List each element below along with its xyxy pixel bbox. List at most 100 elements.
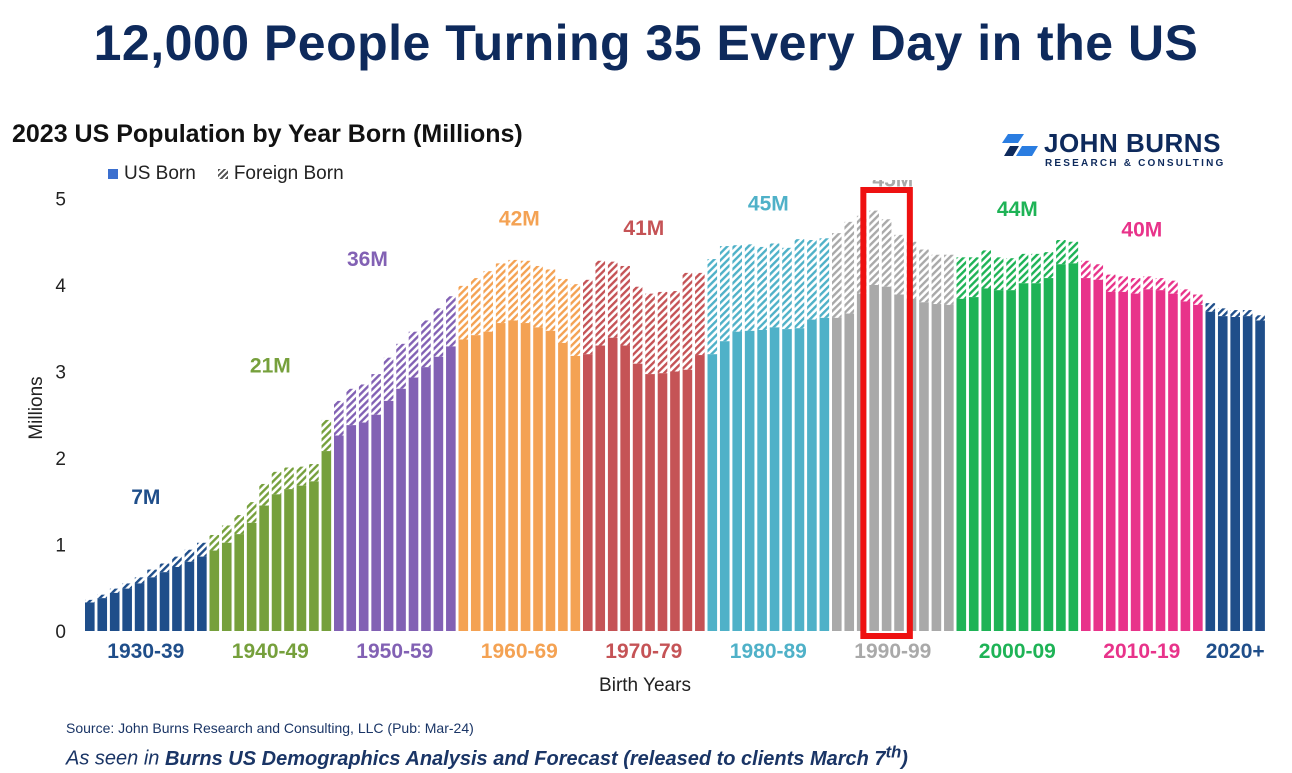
bar-foreign-born	[794, 239, 805, 329]
bar-foreign-born	[309, 464, 319, 482]
bar-foreign-born	[159, 563, 170, 573]
bar-us-born	[1193, 304, 1203, 631]
bar-foreign-born	[919, 249, 929, 303]
bar-foreign-born	[1031, 253, 1041, 284]
bar-us-born	[981, 288, 991, 631]
bar-us-born	[583, 354, 593, 631]
bar-us-born	[1006, 290, 1016, 631]
decade-label: 2000-09	[979, 640, 1056, 663]
bar-us-born	[1018, 283, 1029, 631]
bar-foreign-born	[1043, 252, 1054, 279]
bar-us-born	[1255, 320, 1265, 631]
bar-us-born	[246, 522, 257, 631]
bar-foreign-born	[1255, 315, 1265, 321]
bar-foreign-born	[134, 577, 145, 584]
bar-us-born	[209, 550, 220, 631]
bar-us-born	[670, 371, 680, 631]
bar-foreign-born	[421, 320, 431, 368]
bar-foreign-born	[1118, 276, 1128, 292]
bar-us-born	[383, 400, 394, 631]
bar-us-born	[134, 583, 145, 631]
bar-us-born	[607, 337, 618, 631]
bar-foreign-born	[757, 246, 767, 330]
y-tick-label: 5	[55, 190, 66, 211]
decade-label: 2020+	[1206, 640, 1265, 663]
bar-us-born	[520, 323, 531, 631]
bar-foreign-born	[1093, 264, 1104, 280]
decade-total-label: 41M	[623, 217, 664, 240]
population-chart: 0 1 2 3 4 5 Millions 1930-39 7M 1940-49 21M 1950-59…	[26, 180, 1265, 696]
decade-label: 1940-49	[232, 640, 309, 663]
solid-swatch-icon	[108, 169, 118, 179]
bar-foreign-born	[844, 221, 855, 314]
bar-foreign-born	[184, 549, 195, 562]
bar-us-born	[1031, 283, 1041, 631]
decade-total-label: 36M	[347, 248, 388, 271]
bar-foreign-born	[85, 599, 95, 603]
bar-us-born	[147, 577, 157, 631]
bar-foreign-born	[321, 419, 332, 452]
bar-foreign-born	[583, 279, 593, 355]
bar-foreign-born	[334, 400, 344, 436]
bar-foreign-born	[97, 594, 108, 599]
bar-us-born	[1180, 301, 1191, 631]
bar-foreign-born	[707, 259, 718, 355]
bar-foreign-born	[109, 588, 120, 593]
bar-foreign-born	[533, 265, 543, 328]
bar-us-born	[794, 328, 805, 631]
bar-us-born	[109, 592, 120, 631]
bar-foreign-born	[234, 515, 244, 535]
bar-us-born	[881, 286, 892, 631]
bar-us-born	[184, 561, 195, 631]
bar-foreign-born	[371, 374, 381, 415]
footnote-bold-text: Burns US Demographics Analysis and Forec…	[164, 747, 886, 770]
bar-foreign-born	[1081, 260, 1091, 279]
bar-us-born	[309, 481, 319, 631]
bar-foreign-born	[446, 296, 456, 347]
bar-us-born	[968, 297, 979, 631]
bar-us-born	[197, 556, 207, 631]
bar-foreign-born	[869, 210, 879, 285]
y-tick-label: 1	[55, 536, 66, 557]
bar-us-born	[993, 290, 1004, 631]
bar-foreign-born	[1242, 310, 1253, 317]
bar-us-born	[695, 355, 705, 631]
x-axis-label: Birth Years	[599, 675, 691, 696]
bar-foreign-born	[782, 247, 792, 330]
company-logo: JOHN BURNS RESEARCH & CONSULTING	[1002, 128, 1232, 174]
bar-foreign-born	[570, 284, 581, 356]
bar-foreign-born	[744, 244, 755, 331]
bar-foreign-born	[545, 269, 556, 331]
bar-us-born	[919, 302, 929, 631]
bar-us-born	[645, 374, 655, 631]
bar-us-born	[172, 566, 182, 631]
bar-us-born	[769, 327, 780, 631]
bar-us-born	[1093, 279, 1104, 631]
bar-foreign-born	[1230, 310, 1240, 318]
source-note: Source: John Burns Research and Consulti…	[66, 720, 474, 736]
bar-us-born	[1068, 263, 1079, 631]
decade-label: 1950-59	[356, 640, 433, 663]
bar-us-born	[433, 356, 444, 631]
bar-us-born	[719, 341, 730, 631]
bar-us-born	[284, 489, 294, 631]
decade-total-label: 45M	[748, 193, 789, 216]
y-axis-label: Millions	[26, 376, 47, 439]
bar-us-born	[832, 317, 842, 631]
bar-us-born	[595, 345, 606, 631]
bar-foreign-born	[956, 257, 967, 299]
bar-us-born	[732, 331, 742, 631]
bar-us-born	[483, 331, 493, 631]
bar-us-born	[1205, 311, 1216, 631]
bar-us-born	[97, 598, 108, 631]
bar-us-born	[371, 414, 381, 631]
bar-foreign-born	[470, 278, 481, 336]
bar-foreign-born	[296, 466, 307, 486]
bar-foreign-born	[271, 471, 282, 495]
bar-foreign-born	[1155, 278, 1166, 291]
bar-foreign-born	[1105, 274, 1116, 292]
bar-us-born	[944, 304, 954, 631]
bar-us-born	[782, 329, 792, 631]
decade-total-label: 40M	[1121, 219, 1162, 242]
bar-foreign-born	[1130, 278, 1141, 294]
